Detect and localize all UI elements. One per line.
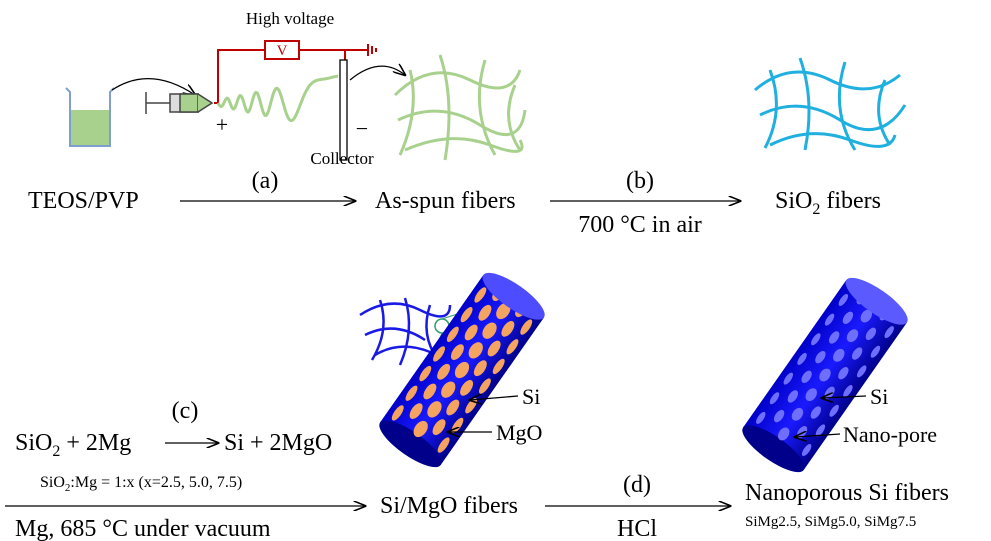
porous-cylinder bbox=[736, 270, 914, 480]
collector-plate bbox=[340, 60, 347, 160]
as-spun-fibers bbox=[395, 55, 525, 160]
diagram: V High voltage + − Collector TEOS/PVP (a… bbox=[0, 0, 991, 541]
jet-wave bbox=[218, 76, 338, 120]
reaction-left: SiO2 + 2Mg bbox=[15, 430, 131, 460]
reaction-right: Si + 2MgO bbox=[224, 430, 332, 456]
collect-arrow bbox=[350, 66, 405, 80]
condition-c-label: Mg, 685 °C under vacuum bbox=[15, 516, 271, 541]
step-a-label: (a) bbox=[252, 168, 279, 194]
step-b-label: (b) bbox=[626, 168, 654, 194]
as-spun-label: As-spun fibers bbox=[375, 188, 516, 214]
collector-label: Collector bbox=[310, 149, 374, 168]
voltage-label: High voltage bbox=[246, 9, 334, 28]
plus-label: + bbox=[216, 112, 228, 137]
mgo-label: MgO bbox=[496, 420, 542, 445]
beaker bbox=[66, 88, 114, 146]
condition-d-label: HCl bbox=[617, 516, 657, 541]
step-d-label: (d) bbox=[623, 472, 651, 498]
transfer-arrow bbox=[112, 79, 195, 95]
silica-fibers bbox=[755, 58, 905, 150]
precursor-label: TEOS/PVP bbox=[28, 188, 139, 214]
circuit bbox=[214, 41, 376, 103]
minus-label: − bbox=[356, 116, 368, 141]
pore-label: Nano-pore bbox=[843, 422, 937, 447]
si-label-2: Si bbox=[870, 384, 888, 409]
ratio-label: SiO2:Mg = 1:x (x=2.5, 5.0, 7.5) bbox=[40, 474, 242, 494]
silica-label: SiO2 fibers bbox=[775, 188, 881, 218]
si-mgo-label: Si/MgO fibers bbox=[380, 493, 518, 519]
condition-b-label: 700 °C in air bbox=[578, 212, 702, 238]
step-c-label: (c) bbox=[172, 398, 199, 424]
nanoporous-label: Nanoporous Si fibers bbox=[745, 480, 949, 506]
syringe bbox=[146, 92, 212, 114]
meter-label: V bbox=[277, 43, 288, 59]
si-label: Si bbox=[522, 384, 540, 409]
samples-label: SiMg2.5, SiMg5.0, SiMg7.5 bbox=[745, 514, 916, 530]
